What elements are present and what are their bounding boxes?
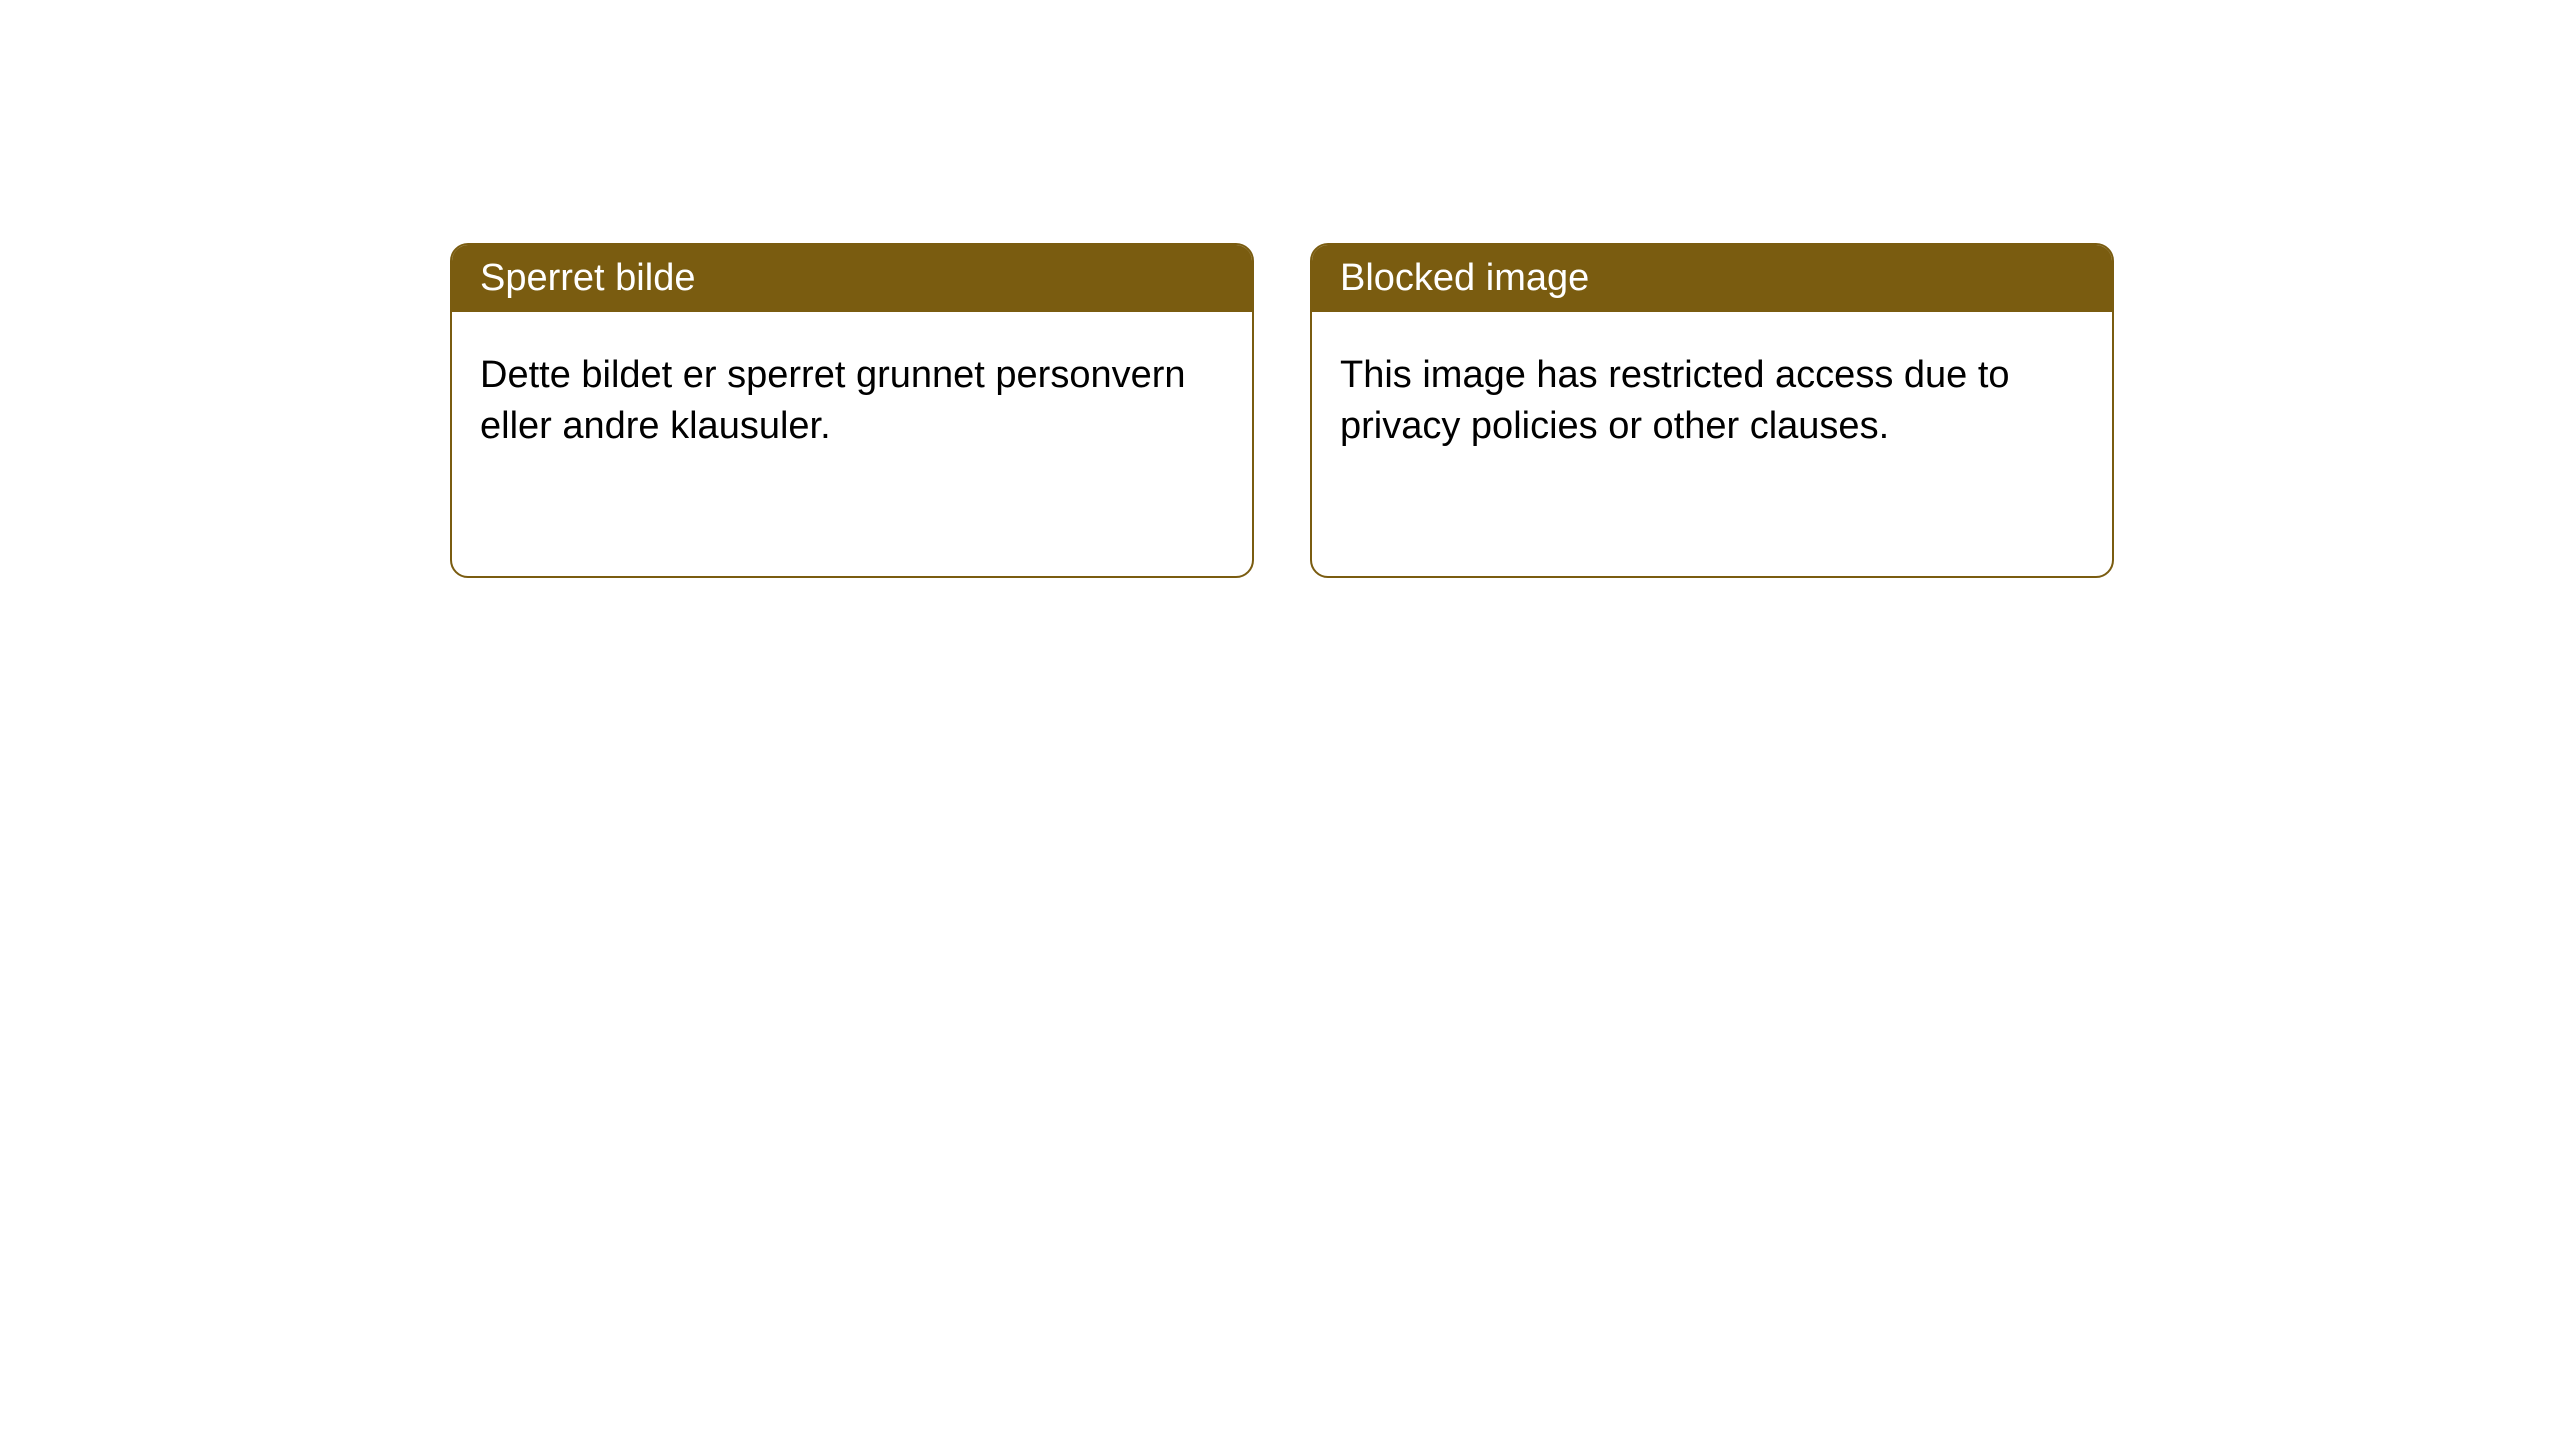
card-header: Blocked image: [1312, 245, 2112, 312]
card-body: This image has restricted access due to …: [1312, 312, 2112, 491]
card-title: Blocked image: [1340, 257, 1589, 299]
card-body-text: Dette bildet er sperret grunnet personve…: [480, 354, 1186, 447]
card-title: Sperret bilde: [480, 257, 695, 299]
card-header: Sperret bilde: [452, 245, 1252, 312]
blocked-image-card-no: Sperret bilde Dette bildet er sperret gr…: [450, 243, 1254, 578]
card-body: Dette bildet er sperret grunnet personve…: [452, 312, 1252, 491]
cards-container: Sperret bilde Dette bildet er sperret gr…: [0, 0, 2560, 578]
card-body-text: This image has restricted access due to …: [1340, 354, 2010, 447]
blocked-image-card-en: Blocked image This image has restricted …: [1310, 243, 2114, 578]
